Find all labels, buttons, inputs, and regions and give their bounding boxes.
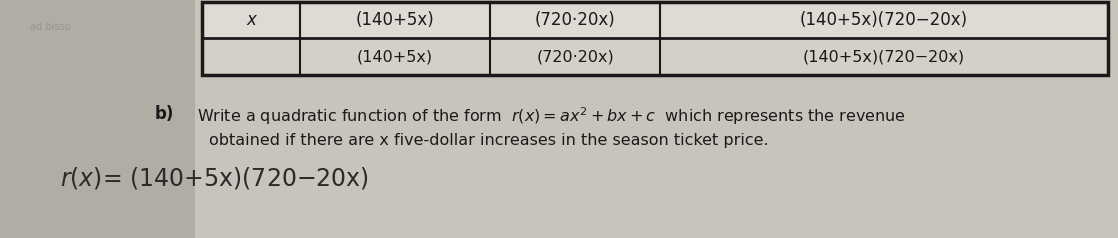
Text: Write a quadratic function of the form  $r(x) = ax^2 + bx + c$  which represents: Write a quadratic function of the form $… — [197, 105, 906, 127]
Bar — [0, 0, 195, 238]
Bar — [202, 2, 1108, 38]
Text: (140+5x): (140+5x) — [356, 11, 435, 29]
Bar — [202, 38, 1108, 75]
Text: (720·20x): (720·20x) — [534, 11, 615, 29]
Text: x: x — [246, 11, 256, 29]
Text: (720·20x): (720·20x) — [537, 49, 614, 64]
Text: (140+5x): (140+5x) — [357, 49, 433, 64]
Text: ad bisso: ad bisso — [30, 22, 70, 32]
Bar — [202, 2, 1108, 75]
Text: $r(x)$= (140+5x)(720$-$20x): $r(x)$= (140+5x)(720$-$20x) — [60, 165, 369, 191]
Text: (140+5x)(720−20x): (140+5x)(720−20x) — [800, 11, 968, 29]
Text: b): b) — [155, 105, 174, 123]
Text: obtained if there are x five-dollar increases in the season ticket price.: obtained if there are x five-dollar incr… — [209, 133, 769, 148]
Text: (140+5x)(720−20x): (140+5x)(720−20x) — [803, 49, 965, 64]
